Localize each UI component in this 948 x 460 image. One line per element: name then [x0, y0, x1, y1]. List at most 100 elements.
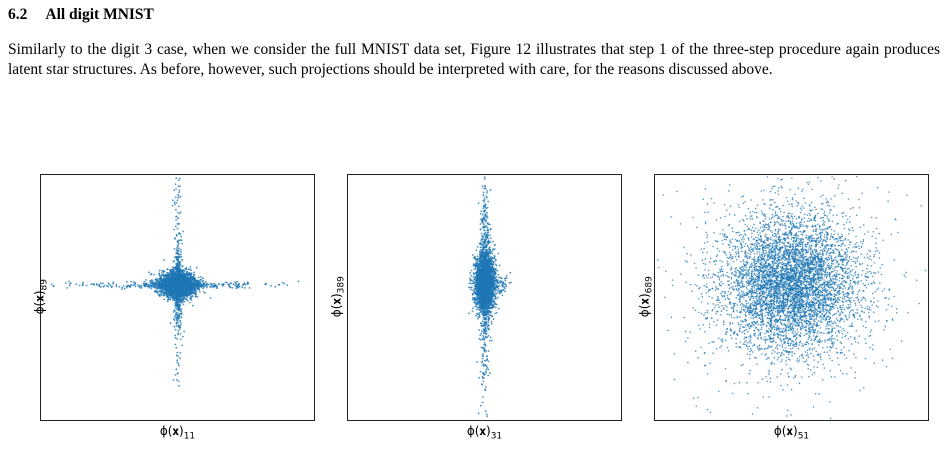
- scatter-point: [177, 380, 180, 382]
- scatter-point: [181, 289, 184, 292]
- scatter-point: [194, 280, 197, 283]
- scatter-point: [172, 318, 175, 320]
- scatter-point: [172, 379, 175, 381]
- scatter-point: [231, 286, 234, 289]
- scatter-point: [173, 299, 176, 302]
- scatter-point: [180, 316, 183, 319]
- scatter-point: [246, 281, 249, 284]
- scatter-point: [178, 212, 181, 215]
- scatter-point: [156, 286, 158, 289]
- scatter-point: [132, 284, 135, 287]
- scatter-point: [161, 286, 164, 288]
- scatter-point: [187, 293, 190, 296]
- scatter-point: [176, 265, 179, 268]
- scatter-point: [175, 202, 178, 204]
- scatter-point: [149, 280, 151, 282]
- scatter-point: [149, 282, 152, 285]
- scatter-point: [193, 271, 196, 274]
- scatter-point: [174, 374, 177, 376]
- scatter-point: [173, 248, 176, 250]
- scatter-point: [173, 282, 176, 285]
- scatter-point: [178, 274, 181, 277]
- scatter-point: [274, 285, 277, 288]
- scatter-point: [174, 334, 177, 337]
- scatter-point: [188, 278, 191, 281]
- scatter-point: [176, 361, 179, 364]
- scatter-point: [164, 274, 167, 277]
- scatter-point: [174, 336, 177, 339]
- scatter-point: [167, 273, 170, 276]
- scatter-point: [154, 290, 156, 292]
- scatter-point: [177, 193, 179, 196]
- scatter-point: [205, 286, 208, 289]
- scatter-point: [175, 354, 178, 357]
- scatter-point: [177, 277, 180, 280]
- scatter-point: [197, 281, 200, 284]
- scatter-point: [183, 273, 186, 275]
- scatter-point: [165, 284, 168, 286]
- scatter-point: [209, 283, 212, 285]
- scatter-point: [182, 295, 185, 297]
- scatter-point: [175, 252, 178, 255]
- scatter-point: [106, 284, 108, 287]
- scatter-point: [161, 273, 164, 276]
- scatter-point: [166, 277, 168, 280]
- section-title: All digit MNIST: [45, 6, 154, 23]
- body-paragraph: Similarly to the digit 3 case, when we c…: [8, 41, 940, 78]
- scatter-point: [177, 299, 180, 302]
- scatter-point: [148, 271, 150, 274]
- scatter-point: [177, 329, 180, 332]
- scatter-point: [488, 248, 490, 250]
- scatter-point: [176, 283, 179, 286]
- scatter-point: [177, 333, 180, 336]
- scatter-point: [194, 287, 197, 290]
- scatter-point: [179, 233, 182, 235]
- scatter-point: [175, 290, 178, 292]
- scatter-point: [153, 286, 156, 289]
- scatter-point: [150, 287, 153, 290]
- scatter-point: [177, 270, 180, 273]
- scatter-point: [177, 293, 180, 295]
- scatter-point: [163, 288, 166, 290]
- scatter-point: [170, 282, 173, 284]
- scatter-point: [184, 293, 186, 295]
- scatter-point: [177, 185, 180, 188]
- scatter-point: [174, 196, 177, 199]
- scatter-point: [176, 351, 179, 354]
- scatter-point: [177, 355, 179, 358]
- scatter-point: [169, 322, 172, 325]
- scatter-point: [100, 286, 102, 288]
- scatter-point: [179, 185, 182, 188]
- scatter-point: [178, 177, 181, 180]
- scatter-point: [181, 300, 184, 302]
- scatter-point: [161, 269, 164, 272]
- scatter-point: [173, 201, 176, 204]
- scatter-point: [265, 282, 268, 285]
- scatter-point: [474, 289, 476, 291]
- scatter-point: [177, 252, 179, 255]
- scatter-point: [171, 286, 174, 289]
- scatter-point: [180, 278, 183, 280]
- scatter-point: [172, 284, 175, 286]
- scatter-point: [175, 219, 178, 221]
- scatter-point: [177, 249, 180, 252]
- scatter-point: [171, 299, 174, 301]
- scatter-point: [178, 179, 180, 182]
- scatter-point: [171, 289, 174, 291]
- scatter-point: [182, 291, 185, 294]
- scatter-point: [232, 283, 235, 286]
- scatter-point: [167, 289, 170, 291]
- scatter-point: [493, 302, 496, 304]
- scatter-point: [176, 297, 179, 300]
- scatter-point: [110, 286, 113, 289]
- scatter-point: [242, 284, 244, 286]
- scatter-point: [160, 277, 162, 279]
- scatter-point: [471, 254, 474, 256]
- scatter-point: [93, 283, 95, 286]
- scatter-point: [487, 316, 490, 318]
- scatter-point: [130, 283, 133, 286]
- scatter-point: [179, 333, 182, 335]
- scatter-point: [178, 313, 181, 316]
- scatter-point: [175, 318, 178, 320]
- scatter-point: [188, 286, 191, 289]
